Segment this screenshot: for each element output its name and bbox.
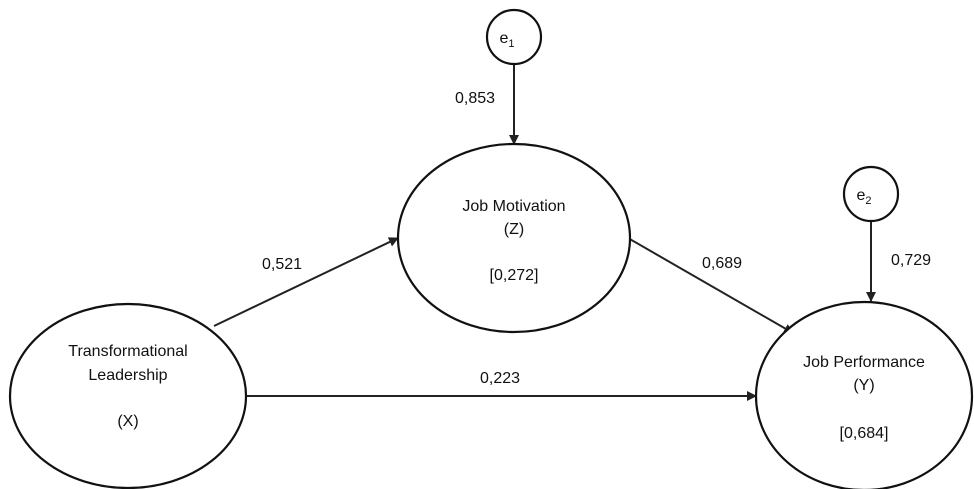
node-transformational-leadership: Transformational Leadership (X) (8, 302, 248, 489)
node-y-code: (Y) (853, 377, 874, 394)
node-e2-base: e (856, 187, 865, 204)
coef-e1-to-z: 0,853 (455, 90, 495, 107)
arrow-x-to-z (213, 237, 399, 327)
coef-x-to-y: 0,223 (480, 370, 520, 387)
node-e1-base: e (499, 30, 508, 47)
node-e2-subscript: 2 (865, 195, 871, 207)
node-y-label: Job Performance (803, 354, 925, 371)
coef-x-to-z: 0,521 (262, 256, 302, 273)
node-x-ellipse (8, 302, 248, 489)
node-job-motivation: Job Motivation (Z) [0,272] (396, 142, 632, 334)
node-y-ellipse (754, 300, 974, 489)
node-e1-circle (485, 8, 543, 66)
node-error-e2: e2 (842, 165, 900, 223)
node-error-e1: e1 (485, 8, 543, 66)
node-e2-label: e2 (856, 187, 871, 207)
arrow-z-to-y (627, 237, 794, 334)
node-job-performance: Job Performance (Y) [0,684] (754, 300, 974, 489)
node-e1-label: e1 (499, 30, 514, 50)
node-e1-subscript: 1 (508, 38, 514, 50)
coef-e2-to-y: 0,729 (891, 252, 931, 269)
node-x-label-line2: Leadership (88, 367, 167, 384)
node-z-code: (Z) (504, 221, 524, 238)
coef-z-to-y: 0,689 (702, 255, 742, 272)
node-e2-circle (842, 165, 900, 223)
node-y-r2: [0,684] (840, 425, 889, 442)
node-z-r2: [0,272] (490, 267, 539, 284)
node-z-label: Job Motivation (462, 198, 565, 215)
node-x-label-line1: Transformational (68, 343, 187, 360)
node-z-ellipse (396, 142, 632, 334)
node-x-code: (X) (117, 413, 138, 430)
